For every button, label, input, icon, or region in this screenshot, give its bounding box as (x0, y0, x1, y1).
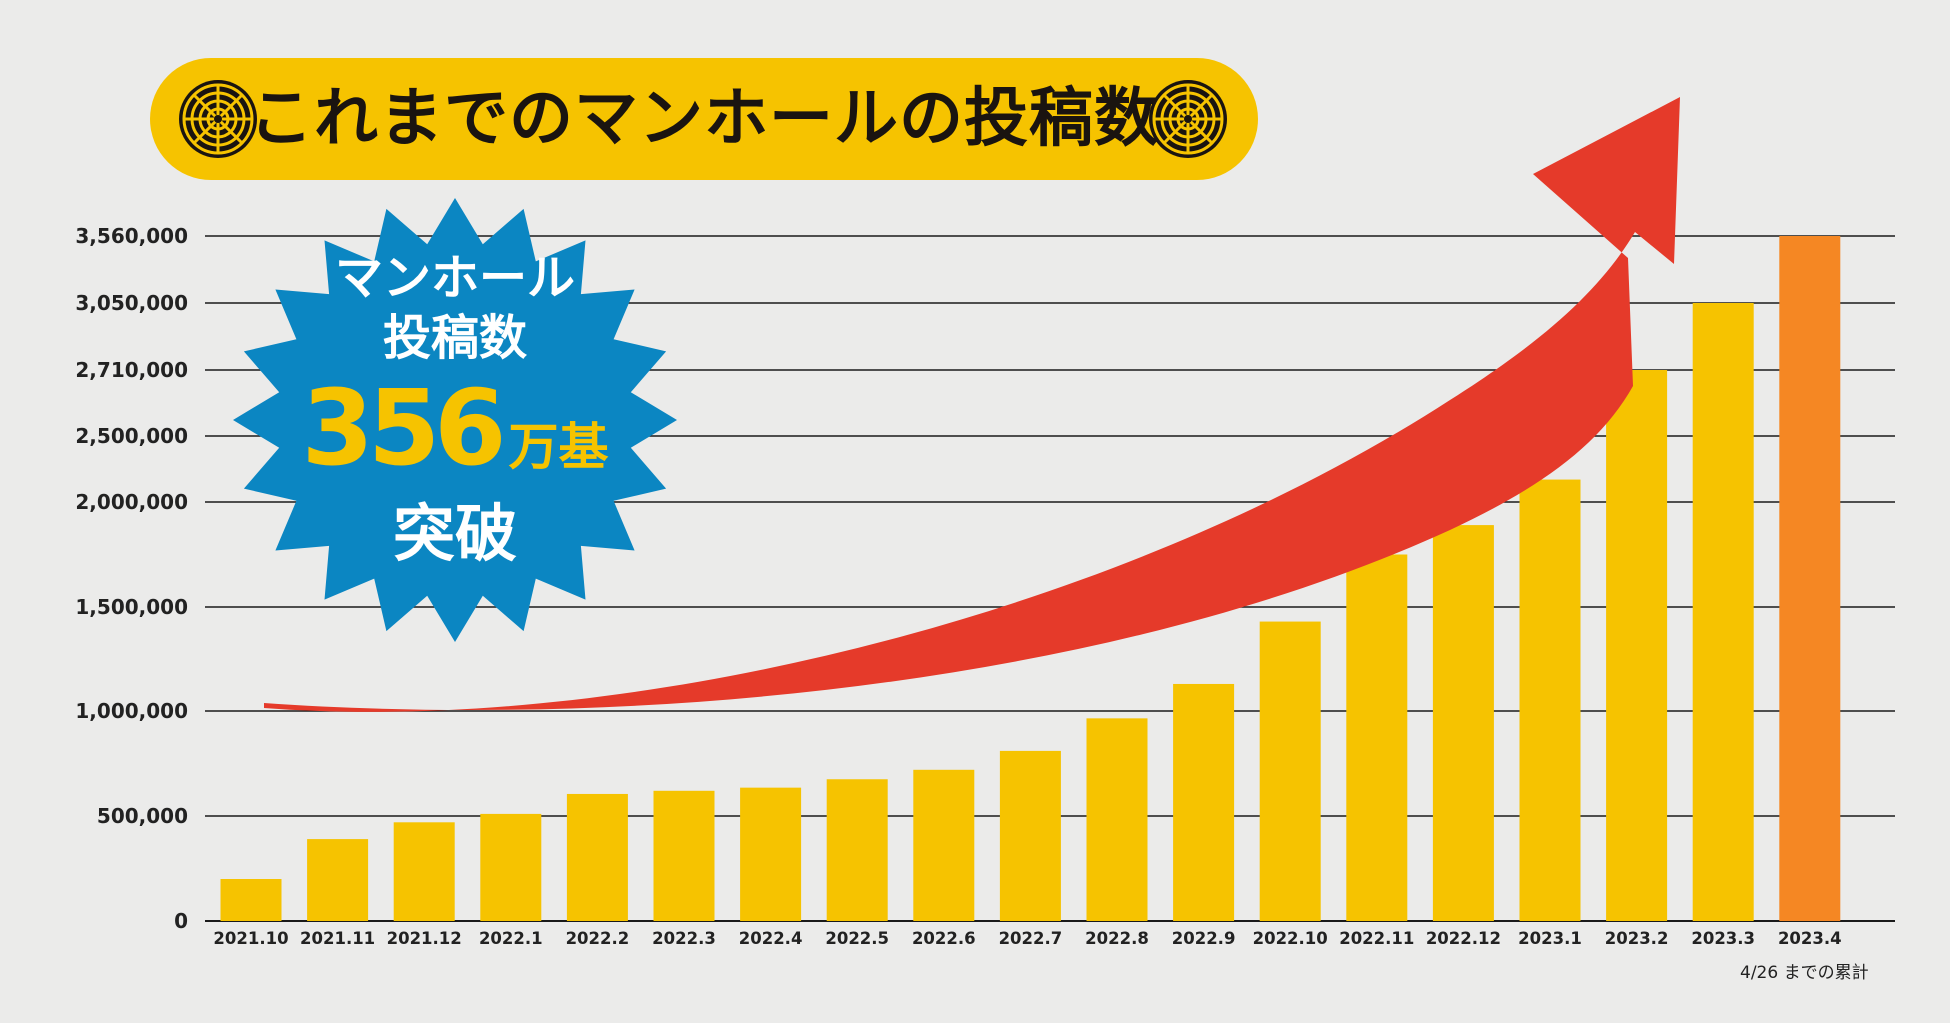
x-tick-label: 2022.11 (1339, 929, 1414, 948)
bar (220, 879, 282, 921)
y-tick-label: 2,500,000 (75, 424, 188, 448)
bar (393, 822, 455, 921)
bar (1173, 683, 1235, 921)
bar (307, 839, 369, 921)
bar (1432, 525, 1494, 921)
badge-line-2: 投稿数 (382, 310, 527, 366)
x-tick-label: 2022.9 (1172, 929, 1236, 948)
y-tick-label: 500,000 (97, 804, 188, 828)
bar (1606, 370, 1668, 921)
x-tick-label: 2022.3 (652, 929, 716, 948)
x-tick-label: 2023.4 (1778, 929, 1842, 948)
trend-arrow (264, 97, 1680, 712)
y-tick-label: 1,000,000 (75, 699, 188, 723)
bar (913, 769, 975, 921)
x-tick-label: 2021.12 (387, 929, 462, 948)
bar (480, 813, 542, 921)
badge-text: マンホール 投稿数 356 万基 突破 (230, 195, 680, 645)
starburst-badge (233, 198, 677, 642)
y-tick-label: 0 (174, 909, 188, 933)
x-tick-label: 2022.12 (1426, 929, 1501, 948)
y-tick-label: 1,500,000 (75, 595, 188, 619)
bar (740, 787, 802, 921)
bars (220, 236, 1841, 921)
y-tick-label: 2,710,000 (75, 358, 188, 382)
bar (653, 790, 715, 921)
badge-milestone: 356 万基 (230, 373, 680, 514)
badge-unit: 万基 (508, 418, 609, 476)
footnote: 4/26 までの累計 (1740, 963, 1869, 983)
bar (1259, 621, 1321, 921)
bar (1086, 718, 1148, 921)
badge-line-1: マンホール (334, 250, 575, 306)
x-tick-label: 2022.2 (566, 929, 630, 948)
y-tick-label: 3,560,000 (75, 224, 188, 248)
y-axis-ticks: 0 500,000 1,000,000 1,500,000 2,000,000 2,500… (75, 224, 188, 933)
x-tick-label: 2022.8 (1085, 929, 1149, 948)
trend-arrow-icon (264, 97, 1680, 712)
bar (566, 793, 628, 921)
badge-number: 356 (301, 367, 506, 489)
x-tick-label: 2023.1 (1518, 929, 1582, 948)
bar (1519, 479, 1581, 921)
page-title: これまでのマンホールの投稿数 (249, 82, 1159, 156)
y-tick-label: 2,000,000 (75, 490, 188, 514)
x-tick-label: 2021.11 (300, 929, 375, 948)
manhole-cover-icon (1149, 80, 1227, 158)
x-tick-label: 2022.5 (825, 929, 889, 948)
x-tick-label: 2023.2 (1605, 929, 1669, 948)
bar (1779, 236, 1841, 921)
y-tick-label: 3,050,000 (75, 291, 188, 315)
bar (999, 750, 1061, 921)
badge-line-4: 突破 (392, 497, 517, 570)
title-banner: これまでのマンホールの投稿数 (150, 58, 1258, 180)
x-tick-label: 2022.4 (739, 929, 803, 948)
x-tick-label: 2022.7 (999, 929, 1063, 948)
manhole-cover-icon (179, 80, 257, 158)
x-tick-label: 2022.6 (912, 929, 976, 948)
x-tick-label: 2021.10 (213, 929, 288, 948)
x-tick-label: 2022.1 (479, 929, 543, 948)
x-tick-label: 2023.3 (1691, 929, 1755, 948)
bar (826, 779, 888, 921)
bar (1346, 554, 1408, 921)
x-axis-ticks: 2021.10 2021.11 2021.12 2022.1 2022.2 2022.3 2… (213, 929, 1841, 948)
x-tick-label: 2022.10 (1253, 929, 1328, 948)
bar (1692, 303, 1754, 921)
